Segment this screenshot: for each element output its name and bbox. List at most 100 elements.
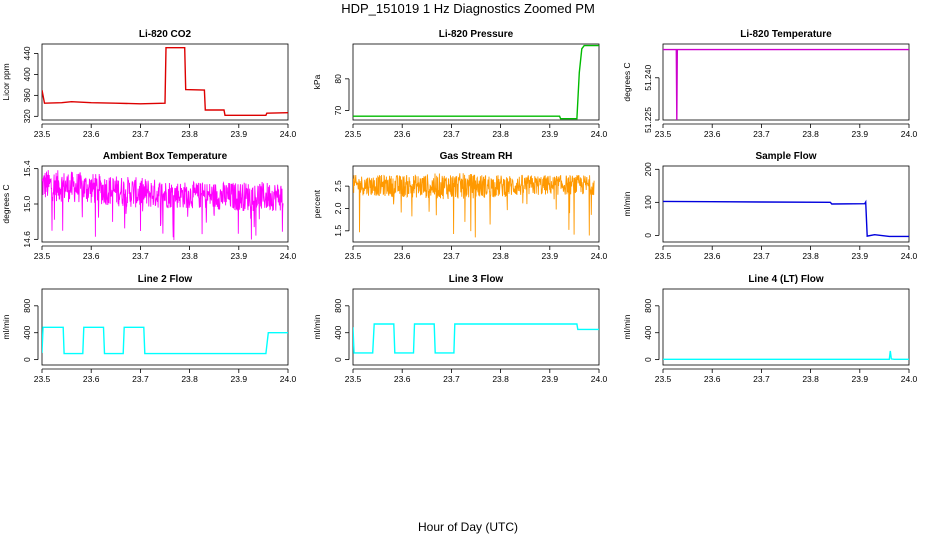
y-tick-label: 51.240 [643, 65, 653, 91]
series-line [353, 44, 599, 120]
panel-group: Li-820 CO2 23.5 23.6 23.7 23.8 23.9 24.0 320 360… [1, 29, 918, 384]
x-tick-label: 24.0 [591, 129, 608, 139]
x-axis: 23.5 23.6 23.7 23.8 23.9 24.0 [345, 245, 608, 261]
y-tick-label: 800 [22, 298, 32, 312]
x-tick-label: 23.8 [802, 129, 819, 139]
x-tick-label: 23.7 [132, 129, 149, 139]
x-tick-label: 24.0 [280, 129, 297, 139]
y-axis-label: ml/min [312, 314, 322, 339]
x-tick-label: 23.9 [542, 374, 559, 384]
x-tick-label: 24.0 [901, 251, 918, 261]
y-tick-label: 400 [643, 325, 653, 339]
y-tick-label: 100 [643, 195, 653, 209]
x-tick-label: 23.6 [394, 129, 411, 139]
series-line [663, 199, 909, 238]
y-axis: 0 400 800 [643, 298, 660, 362]
x-tick-label: 23.7 [132, 251, 149, 261]
y-tick-label: 800 [333, 298, 343, 312]
x-tick-label: 23.9 [231, 251, 248, 261]
y-tick-label: 15.0 [22, 195, 32, 212]
y-tick-label: 15.4 [22, 160, 32, 177]
panel-title: Gas Stream RH [440, 151, 513, 162]
y-axis-label: degrees C [622, 62, 632, 101]
y-tick-label: 2.0 [333, 202, 343, 214]
series-group [663, 48, 909, 120]
x-tick-label: 23.5 [34, 374, 51, 384]
plot-frame [41, 165, 289, 243]
x-tick-label: 23.7 [753, 129, 770, 139]
panel-7: Line 2 Flow 23.5 23.6 23.7 23.8 23.9 24.0 0 400 8… [1, 274, 297, 384]
y-axis: 70 80 [333, 74, 350, 116]
x-tick-label: 23.7 [132, 374, 149, 384]
panel-1: Li-820 CO2 23.5 23.6 23.7 23.8 23.9 24.0 320 360… [1, 29, 297, 139]
x-tick-label: 23.7 [443, 251, 460, 261]
y-axis: 14.6 15.0 15.4 [22, 160, 39, 248]
x-tick-label: 23.9 [542, 251, 559, 261]
plot-frame [662, 165, 910, 243]
panel-title: Li-820 Temperature [740, 29, 832, 40]
y-tick-label: 400 [22, 325, 32, 339]
y-tick-label: 0 [643, 233, 653, 238]
y-tick-label: 1.5 [333, 225, 343, 237]
y-axis-label: ml/min [622, 191, 632, 216]
y-axis-label: percent [312, 189, 322, 218]
series-group [663, 199, 909, 238]
panel-3: Li-820 Temperature 23.5 23.6 23.7 23.8 23.9 24… [622, 29, 918, 139]
plot-frame [41, 43, 289, 121]
y-axis-label: kPa [312, 74, 322, 89]
x-tick-label: 23.9 [852, 374, 869, 384]
x-axis: 23.5 23.6 23.7 23.8 23.9 24.0 [655, 368, 918, 384]
x-axis: 23.5 23.6 23.7 23.8 23.9 24.0 [345, 123, 608, 139]
x-tick-label: 23.8 [492, 129, 509, 139]
plot-frame [352, 43, 600, 121]
plot-frame [662, 43, 910, 121]
panel-title: Line 2 Flow [138, 274, 193, 285]
y-axis: 0 400 800 [333, 298, 350, 362]
x-tick-label: 23.8 [802, 251, 819, 261]
x-tick-label: 23.5 [345, 374, 362, 384]
series-line [42, 326, 288, 355]
x-tick-label: 23.8 [181, 251, 198, 261]
x-tick-label: 23.5 [345, 129, 362, 139]
y-axis-label: Licor ppm [1, 63, 11, 100]
y-axis: 1.5 2.0 2.5 [333, 180, 350, 237]
y-tick-label: 320 [22, 109, 32, 123]
x-tick-label: 23.8 [492, 374, 509, 384]
x-tick-label: 24.0 [901, 374, 918, 384]
x-tick-label: 23.7 [753, 374, 770, 384]
y-axis: 0 100 200 [643, 162, 660, 238]
x-tick-label: 23.6 [83, 374, 100, 384]
x-tick-label: 23.9 [231, 129, 248, 139]
panel-title: Ambient Box Temperature [103, 151, 228, 162]
y-tick-label: 200 [643, 162, 653, 176]
x-tick-label: 23.5 [655, 251, 672, 261]
x-tick-label: 23.5 [655, 374, 672, 384]
panel-8: Line 3 Flow 23.5 23.6 23.7 23.8 23.9 24.0 0 400 8… [312, 274, 608, 384]
x-tick-label: 24.0 [591, 374, 608, 384]
y-tick-label: 400 [333, 325, 343, 339]
y-tick-label: 800 [643, 298, 653, 312]
x-axis: 23.5 23.6 23.7 23.8 23.9 24.0 [345, 368, 608, 384]
x-tick-label: 23.6 [704, 251, 721, 261]
y-tick-label: 70 [333, 106, 343, 116]
y-tick-label: 440 [22, 46, 32, 60]
x-tick-label: 23.6 [704, 129, 721, 139]
panel-6: Sample Flow 23.5 23.6 23.7 23.8 23.9 24.0 0 100 2… [622, 151, 918, 261]
x-tick-label: 23.7 [443, 129, 460, 139]
panel-title: Sample Flow [755, 151, 816, 162]
x-tick-label: 23.9 [852, 251, 869, 261]
plot-frame [41, 288, 289, 366]
series-group [353, 323, 599, 354]
y-tick-label: 0 [333, 357, 343, 362]
y-tick-label: 51.225 [643, 107, 653, 133]
x-tick-label: 23.5 [34, 251, 51, 261]
x-tick-label: 23.9 [542, 129, 559, 139]
x-tick-label: 23.8 [181, 129, 198, 139]
x-tick-label: 23.5 [345, 251, 362, 261]
panel-title: Line 3 Flow [449, 274, 504, 285]
series-line [42, 47, 288, 117]
x-axis: 23.5 23.6 23.7 23.8 23.9 24.0 [34, 368, 297, 384]
x-tick-label: 23.6 [394, 374, 411, 384]
series-line [663, 350, 909, 360]
x-tick-label: 23.6 [83, 129, 100, 139]
